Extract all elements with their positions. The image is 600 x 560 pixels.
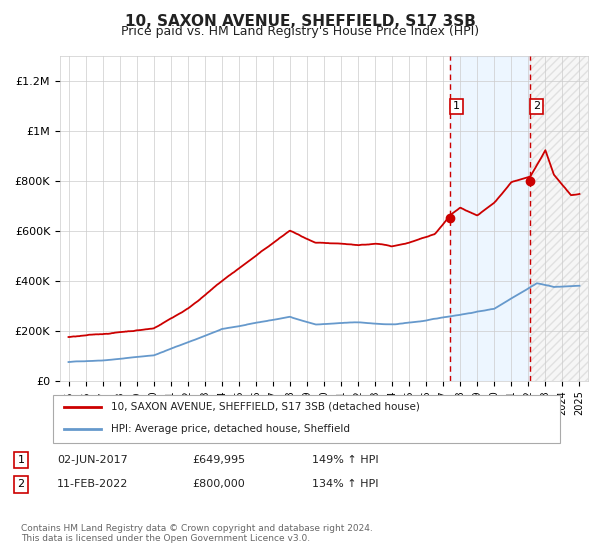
Text: £649,995: £649,995 [192, 455, 245, 465]
Text: 149% ↑ HPI: 149% ↑ HPI [312, 455, 379, 465]
Text: 10, SAXON AVENUE, SHEFFIELD, S17 3SB (detached house): 10, SAXON AVENUE, SHEFFIELD, S17 3SB (de… [112, 402, 420, 412]
Text: 10, SAXON AVENUE, SHEFFIELD, S17 3SB: 10, SAXON AVENUE, SHEFFIELD, S17 3SB [125, 14, 475, 29]
Text: 1: 1 [17, 455, 25, 465]
Text: 1: 1 [453, 101, 460, 111]
Text: Contains HM Land Registry data © Crown copyright and database right 2024.
This d: Contains HM Land Registry data © Crown c… [21, 524, 373, 543]
Text: Price paid vs. HM Land Registry's House Price Index (HPI): Price paid vs. HM Land Registry's House … [121, 25, 479, 38]
Bar [530, 56, 588, 381]
Text: HPI: Average price, detached house, Sheffield: HPI: Average price, detached house, Shef… [112, 424, 350, 434]
Text: 2: 2 [533, 101, 540, 111]
Text: £800,000: £800,000 [192, 479, 245, 489]
Bar [451, 56, 530, 381]
FancyBboxPatch shape [53, 395, 560, 442]
Text: 134% ↑ HPI: 134% ↑ HPI [312, 479, 379, 489]
Text: 11-FEB-2022: 11-FEB-2022 [57, 479, 128, 489]
Text: 2: 2 [17, 479, 25, 489]
Text: 02-JUN-2017: 02-JUN-2017 [57, 455, 128, 465]
